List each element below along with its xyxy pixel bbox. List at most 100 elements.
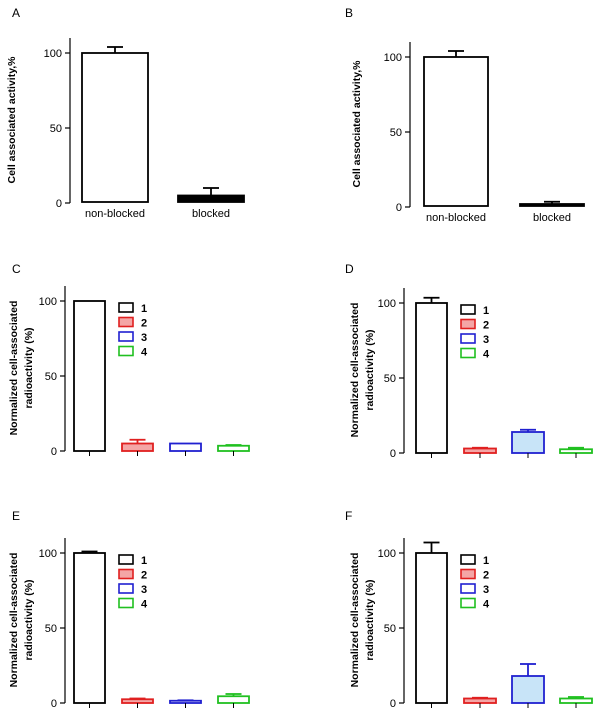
legend-label: 2 [483, 570, 489, 582]
legend-label: 3 [141, 332, 147, 344]
legend-swatch-1 [118, 554, 134, 565]
legend-label: 4 [483, 599, 490, 611]
panel-label: C [12, 262, 21, 276]
bar-1 [73, 552, 106, 704]
y-tick-label: 50 [384, 373, 396, 385]
x-tick-label: non-blocked [85, 208, 145, 220]
y-tick-label: 50 [384, 623, 396, 635]
bar-2 [463, 447, 497, 454]
legend-label: 1 [483, 555, 489, 567]
legend-swatch-4 [460, 347, 476, 359]
chart-panel-a: A 0 50 100 Cell associated activity,% non-blo… [6, 6, 245, 220]
bar-1 [73, 300, 106, 452]
legend: 1 2 3 4 [118, 302, 148, 359]
bar-3 [511, 675, 545, 704]
y-axis-label: Cell associated activity,% [6, 56, 18, 184]
y-axis-label: Normalized cell-associated [8, 553, 20, 688]
bar-3 [169, 442, 202, 452]
y-axis-label: Normalized cell-associated [349, 553, 361, 688]
panel-label: F [345, 509, 352, 523]
chart-panel-e: E 0 50 100 Normalized cell-associated radioac… [8, 509, 250, 710]
chart-panel-d: D 0 50 100 Normalized cell-associated radioac… [345, 262, 593, 460]
y-tick-label: 0 [51, 698, 57, 710]
bar-4 [559, 697, 593, 704]
y-tick-label: 100 [39, 296, 57, 308]
legend-swatch-1 [460, 554, 476, 565]
bar-4 [217, 695, 250, 704]
chart-panel-c: C 0 50 100 Normalized cell-associated radioac… [8, 262, 250, 458]
legend-label: 4 [483, 349, 490, 361]
y-tick-label: 100 [378, 298, 396, 310]
y-tick-label: 100 [44, 48, 62, 60]
legend-label: 1 [483, 305, 489, 317]
y-axis-label: radioactivity (%) [23, 579, 35, 660]
panel-label: A [12, 6, 20, 20]
y-tick-label: 100 [384, 52, 402, 64]
y-tick-label: 50 [45, 623, 57, 635]
bar-4 [217, 444, 250, 452]
y-tick-label: 100 [378, 548, 396, 560]
bar-4 [559, 448, 593, 454]
legend-label: 3 [483, 584, 489, 596]
legend-swatch-4 [460, 597, 476, 609]
bar-2 [121, 698, 154, 704]
panel-label: E [12, 509, 20, 523]
legend-label: 1 [141, 303, 147, 315]
legend-label: 4 [141, 599, 148, 611]
legend-label: 2 [483, 320, 489, 332]
y-tick-label: 0 [390, 698, 396, 710]
y-axis-label: Normalized cell-associated [349, 303, 361, 438]
y-tick-label: 0 [56, 198, 62, 210]
y-tick-label: 100 [39, 548, 57, 560]
bar-non-blocked [423, 56, 489, 207]
legend-label: 1 [141, 555, 147, 567]
bar-non-blocked [81, 52, 149, 203]
panel-label: B [345, 6, 353, 20]
y-axis-label: radioactivity (%) [364, 329, 376, 410]
y-axis-label: radioactivity (%) [23, 327, 35, 408]
y-tick-label: 0 [51, 446, 57, 458]
y-tick-label: 0 [390, 448, 396, 460]
legend-swatch-3 [460, 583, 476, 594]
bar-blocked [519, 203, 585, 207]
bar-1 [415, 552, 448, 704]
legend-swatch-2 [460, 318, 476, 330]
panel-label: D [345, 262, 354, 276]
legend: 1 2 3 4 [118, 554, 148, 611]
x-tick-label: blocked [533, 212, 571, 224]
chart-panel-f: F 0 50 100 Normalized cell-associated radioac… [345, 509, 593, 710]
bar-3 [511, 431, 545, 454]
x-tick-label: non-blocked [426, 212, 486, 224]
legend-swatch-2 [460, 568, 476, 580]
bar-2 [463, 697, 497, 704]
legend-label: 2 [141, 318, 147, 330]
chart-panel-b: B 0 50 100 Cell associated activity,% non-blo… [345, 6, 585, 224]
legend-label: 3 [483, 334, 489, 346]
y-tick-label: 50 [50, 123, 62, 135]
legend: 1 2 3 4 [460, 554, 490, 611]
legend-swatch-2 [118, 316, 134, 328]
legend-swatch-3 [118, 331, 134, 342]
bar-2 [121, 442, 154, 452]
legend-swatch-2 [118, 568, 134, 580]
y-tick-label: 0 [396, 202, 402, 214]
legend-swatch-3 [460, 333, 476, 344]
y-tick-label: 50 [45, 371, 57, 383]
legend: 1 2 3 4 [460, 304, 490, 361]
y-axis-label: Normalized cell-associated [8, 301, 20, 436]
legend-swatch-4 [118, 597, 134, 609]
y-axis-label: Cell associated activity,% [351, 60, 363, 188]
legend-swatch-4 [118, 345, 134, 357]
legend-label: 2 [141, 570, 147, 582]
y-axis-label: radioactivity (%) [364, 579, 376, 660]
legend-swatch-3 [118, 583, 134, 594]
bar-blocked [177, 194, 245, 203]
legend-label: 4 [141, 347, 148, 359]
bar-1 [415, 302, 448, 454]
legend-label: 3 [141, 584, 147, 596]
legend-swatch-1 [118, 302, 134, 313]
y-tick-label: 50 [390, 127, 402, 139]
x-tick-label: blocked [192, 208, 230, 220]
legend-swatch-1 [460, 304, 476, 315]
